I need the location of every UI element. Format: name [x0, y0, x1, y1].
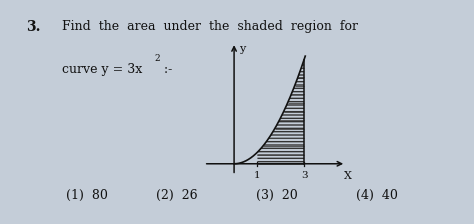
Text: 3: 3	[301, 171, 308, 180]
Text: curve y = 3x: curve y = 3x	[62, 63, 142, 76]
Text: 2: 2	[154, 54, 160, 63]
Text: 1: 1	[254, 171, 261, 180]
Text: X: X	[344, 171, 352, 181]
Text: (3)  20: (3) 20	[256, 189, 298, 202]
Text: y: y	[239, 44, 245, 54]
Text: (1)  80: (1) 80	[66, 189, 108, 202]
Text: 3.: 3.	[26, 20, 41, 34]
Text: :-: :-	[160, 63, 173, 76]
Text: (2)  26: (2) 26	[156, 189, 198, 202]
Text: (4)  40: (4) 40	[356, 189, 397, 202]
Text: Find  the  area  under  the  shaded  region  for: Find the area under the shaded region fo…	[62, 20, 357, 33]
